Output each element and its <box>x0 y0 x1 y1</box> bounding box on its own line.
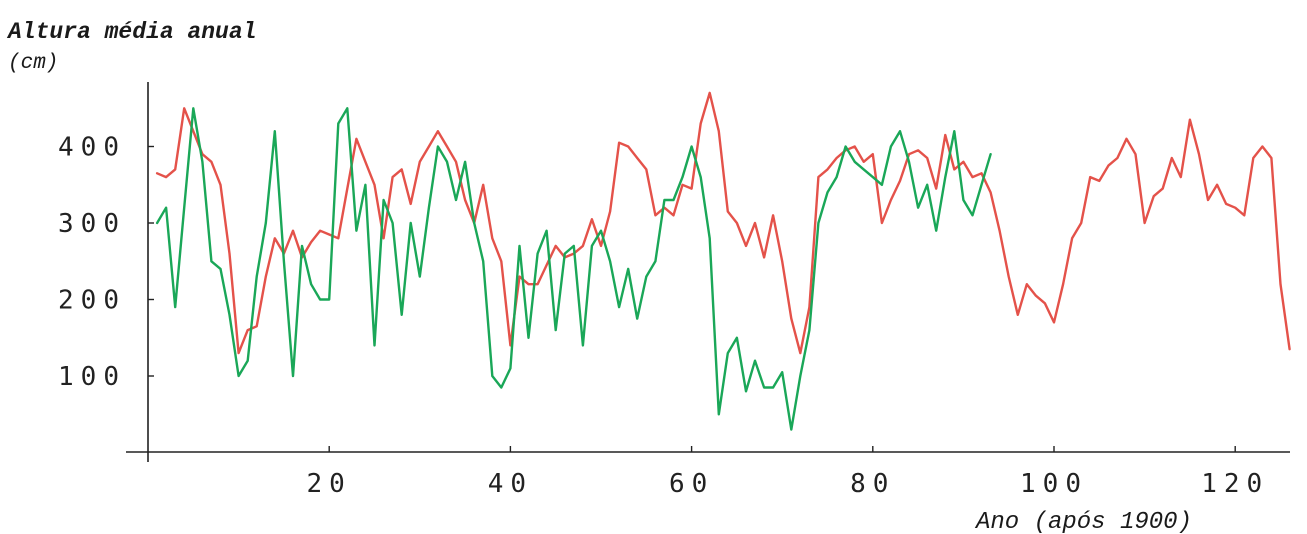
y-tick-label: 200 <box>58 286 126 316</box>
x-tick-label: 100 <box>1020 469 1088 499</box>
y-tick-label: 100 <box>58 362 126 392</box>
y-axis-label: Altura média anual <box>6 19 256 45</box>
x-tick-label: 80 <box>850 469 895 499</box>
series-group <box>155 91 1291 431</box>
y-tick-label: 300 <box>58 209 126 239</box>
x-ticks: 20 40 60 80 100 120 <box>307 446 1269 499</box>
x-axis-label: Ano (após 1900) <box>974 509 1192 534</box>
y-axis-unit-label: (cm) <box>8 52 58 75</box>
y-ticks: 100 200 300 400 <box>58 133 154 392</box>
x-tick-label: 120 <box>1201 469 1269 499</box>
series-line-green <box>155 107 992 431</box>
x-tick-label: 40 <box>488 469 533 499</box>
series-line-red <box>155 91 1291 355</box>
y-tick-label: 400 <box>58 133 126 163</box>
x-tick-label: 60 <box>669 469 714 499</box>
x-tick-label: 20 <box>307 469 352 499</box>
